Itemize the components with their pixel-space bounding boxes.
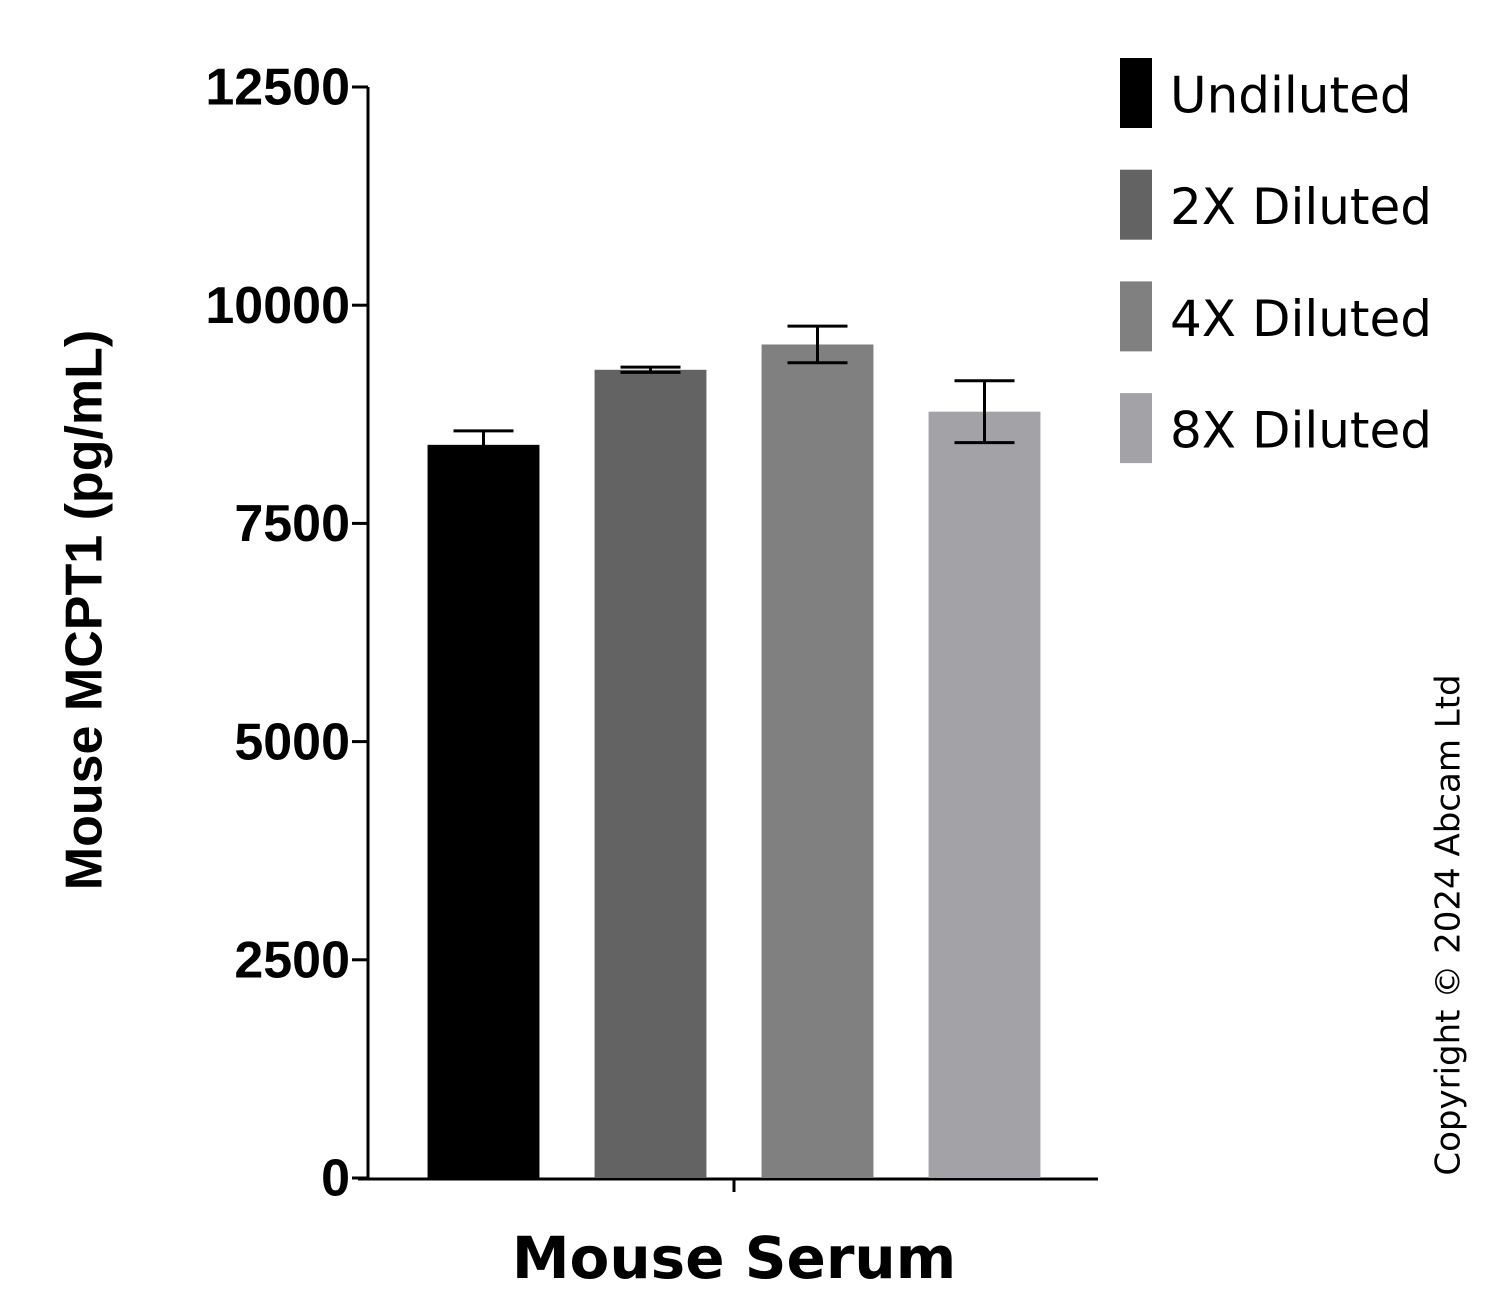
legend-label: 4X Diluted [1170,290,1432,348]
y-tick-label: 12500 [205,59,350,117]
legend-swatch [1120,169,1152,240]
x-tick-label: Mouse Serum [512,1224,956,1292]
bar [594,369,707,1178]
y-tick-label: 5000 [234,713,350,771]
bar [427,444,540,1178]
y-axis-label: Mouse MCPT1 (pg/mL) [56,330,114,890]
error-bar [954,379,1015,445]
legend-swatch [1120,58,1152,128]
legend-swatch [1120,281,1152,352]
y-tick-label: 2500 [234,932,350,990]
legend-label: Undiluted [1170,67,1412,125]
error-bar [453,429,514,461]
legend-label: 2X Diluted [1170,178,1432,236]
bar [761,344,874,1178]
y-tick-label: 10000 [205,277,350,335]
y-tick-label: 0 [321,1150,350,1208]
bar [928,411,1041,1178]
legend-swatch [1120,393,1152,464]
error-bar [620,365,681,374]
y-tick-label: 7500 [234,495,350,553]
legend-label: 8X Diluted [1170,402,1432,460]
error-bar [787,324,848,365]
copyright: Copyright © 2024 Abcam Ltd [1429,674,1469,1175]
